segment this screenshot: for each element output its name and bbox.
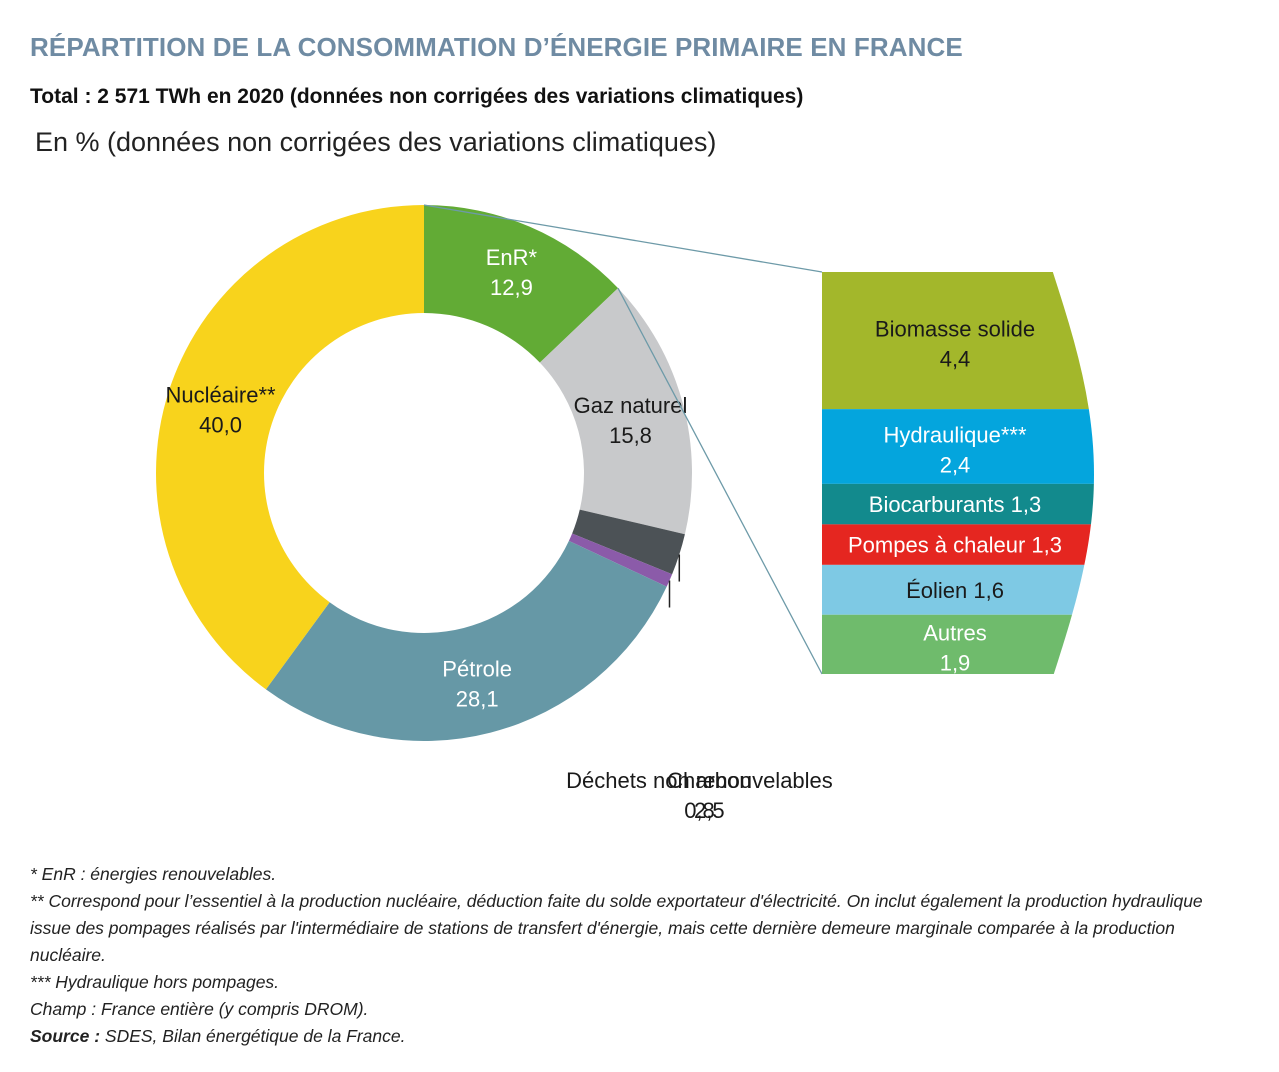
source-label: Source : bbox=[30, 1026, 101, 1046]
chart-subtitle: Total : 2 571 TWh en 2020 (données non c… bbox=[30, 85, 804, 108]
segment-label-eolien: Éolien 1,6 bbox=[906, 578, 1004, 603]
footnote-scope: Champ : France entière (y compris DROM). bbox=[30, 999, 369, 1019]
slice-charbon bbox=[572, 509, 685, 575]
segment-pompes-a-chaleur bbox=[822, 524, 1091, 565]
slice-label-charbon: Charbon bbox=[667, 768, 751, 793]
segment-value-eolien: 1,6 bbox=[973, 578, 1004, 603]
chart-title: RÉPARTITION DE LA CONSOMMATION D’ÉNERGIE… bbox=[30, 32, 963, 62]
source-text: SDES, Bilan énergétique de la France. bbox=[100, 1026, 406, 1046]
segment-autres bbox=[822, 614, 1072, 674]
slice-label-dechets-non-renouvelables: Déchets non renouvelables bbox=[566, 768, 833, 793]
segment-name-biocarburants: Biocarburants bbox=[869, 492, 1011, 517]
slice-gaz-naturel bbox=[539, 288, 692, 535]
segment-label-hydraulique: Hydraulique*** bbox=[883, 423, 1027, 448]
segment-label-biocarburants: Biocarburants 1,3 bbox=[869, 492, 1041, 517]
segment-value-biocarburants: 1,3 bbox=[1011, 492, 1042, 517]
segment-label-biomasse-solide: Biomasse solide bbox=[875, 317, 1035, 342]
slice-value-petrole: 28,1 bbox=[456, 686, 499, 711]
segment-name-pompes-a-chaleur: Pompes à chaleur bbox=[848, 533, 1031, 558]
slice-value-enr: 12,9 bbox=[490, 275, 533, 300]
segment-name-eolien: Éolien bbox=[906, 578, 973, 603]
footnotes: * EnR : énergies renouvelables. ** Corre… bbox=[30, 861, 1245, 1050]
segment-value-autres: 1,9 bbox=[940, 650, 971, 675]
connector-line-top bbox=[423, 204, 823, 273]
segment-eolien bbox=[822, 564, 1085, 615]
unit-label: En % (données non corrigées des variatio… bbox=[35, 127, 717, 157]
segment-label-autres: Autres bbox=[923, 620, 987, 645]
slice-nucleaire bbox=[155, 205, 424, 690]
segment-hydraulique bbox=[822, 409, 1094, 484]
segment-value-hydraulique: 2,4 bbox=[940, 453, 971, 478]
segment-value-pompes-a-chaleur: 1,3 bbox=[1031, 533, 1062, 558]
slice-label-nucleaire: Nucléaire** bbox=[166, 383, 276, 408]
slice-dechets-non-renouvelables bbox=[568, 533, 673, 587]
footnote-enr: * EnR : énergies renouvelables. bbox=[30, 864, 277, 884]
segment-label-pompes-a-chaleur: Pompes à chaleur 1,3 bbox=[848, 533, 1062, 558]
slice-label-gaz-naturel: Gaz naturel bbox=[574, 393, 688, 418]
source-line: Source : SDES, Bilan énergétique de la F… bbox=[30, 1023, 1245, 1050]
slice-value-gaz-naturel: 15,8 bbox=[609, 423, 652, 448]
slice-value-charbon: 2,5 bbox=[694, 798, 725, 823]
slice-value-dechets-non-renouvelables: 0,8 bbox=[684, 798, 715, 823]
slice-label-enr: EnR* bbox=[486, 245, 538, 270]
slice-value-nucleaire: 40,0 bbox=[199, 413, 242, 438]
segment-biomasse-solide bbox=[822, 272, 1089, 410]
connector-line-bottom bbox=[617, 287, 823, 675]
segment-biocarburants bbox=[822, 483, 1094, 525]
footnote-nuclear: ** Correspond pour l’essentiel à la prod… bbox=[30, 891, 1203, 965]
footnote-hydro: *** Hydraulique hors pompages. bbox=[30, 972, 280, 992]
segment-value-biomasse-solide: 4,4 bbox=[940, 347, 971, 372]
slice-enr bbox=[424, 205, 619, 363]
slice-label-petrole: Pétrole bbox=[442, 656, 512, 681]
chart-canvas: EnR* 12,9 Gaz naturel 15,8 Charbon 2,5 Déchets… bbox=[155, 204, 1094, 823]
slice-petrole bbox=[265, 540, 667, 741]
